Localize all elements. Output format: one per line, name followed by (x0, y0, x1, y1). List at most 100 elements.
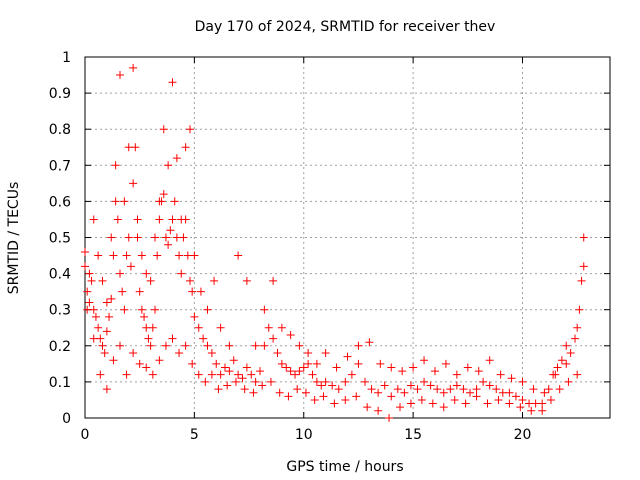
data-point (308, 370, 317, 379)
data-point (573, 370, 582, 379)
data-point (85, 298, 94, 307)
data-point (374, 406, 383, 415)
data-point (286, 330, 295, 339)
data-point (264, 323, 273, 332)
data-point (450, 395, 459, 404)
data-point (492, 385, 501, 394)
data-point (295, 367, 304, 376)
data-point (87, 276, 96, 285)
data-point (102, 385, 111, 394)
data-point (203, 341, 212, 350)
data-point (330, 399, 339, 408)
data-point (166, 226, 175, 235)
data-point (142, 269, 151, 278)
data-point (321, 349, 330, 358)
data-point (196, 287, 205, 296)
data-point (577, 276, 586, 285)
data-point (164, 161, 173, 170)
data-point (177, 269, 186, 278)
y-tick-label: 0.6 (49, 194, 71, 210)
data-point (190, 251, 199, 260)
data-point (260, 341, 269, 350)
data-point (89, 334, 98, 343)
data-point (282, 363, 291, 372)
data-point (186, 125, 194, 134)
data-point (494, 395, 503, 404)
data-point (459, 385, 468, 394)
data-point (312, 377, 321, 386)
data-point (142, 363, 151, 372)
data-point (100, 349, 109, 358)
data-point (91, 312, 100, 321)
data-point (557, 356, 566, 365)
data-point (354, 341, 363, 350)
data-point (452, 381, 461, 390)
data-point (511, 392, 520, 401)
data-point (137, 251, 146, 260)
data-point (85, 269, 94, 278)
data-point (546, 395, 555, 404)
data-point (251, 341, 260, 350)
data-point (175, 349, 184, 358)
data-point (216, 370, 225, 379)
data-point (461, 399, 470, 408)
data-point (538, 399, 547, 408)
data-point (374, 388, 383, 397)
data-point (387, 363, 396, 372)
y-tick-label: 0.1 (49, 375, 71, 391)
data-point (564, 377, 573, 386)
data-point (354, 359, 363, 368)
data-point (579, 233, 588, 242)
data-point (295, 341, 304, 350)
data-point (201, 377, 210, 386)
data-point (102, 327, 111, 336)
data-point (137, 305, 146, 314)
data-point (551, 370, 560, 379)
data-point (107, 233, 116, 242)
data-point (194, 323, 203, 332)
y-tick-label: 0.3 (49, 303, 71, 319)
data-point (332, 363, 341, 372)
data-point (181, 143, 190, 152)
data-point (266, 377, 275, 386)
data-point (122, 370, 131, 379)
data-point (94, 251, 103, 260)
data-point (148, 323, 157, 332)
data-point (105, 312, 114, 321)
data-point (299, 363, 308, 372)
data-point (118, 287, 127, 296)
data-point (120, 305, 129, 314)
data-point (406, 381, 415, 390)
data-point (409, 363, 418, 372)
data-point (249, 388, 258, 397)
data-point (144, 334, 153, 343)
data-point (575, 305, 584, 314)
data-point (102, 298, 111, 307)
data-point (212, 359, 221, 368)
data-point (269, 334, 278, 343)
data-point (363, 403, 372, 412)
data-point (98, 341, 107, 350)
data-point (518, 377, 527, 386)
data-point (529, 385, 538, 394)
data-point (385, 414, 394, 422)
data-point (433, 385, 442, 394)
data-point (124, 233, 133, 242)
data-point (417, 395, 426, 404)
data-point (124, 143, 133, 152)
data-point (428, 399, 437, 408)
data-point (116, 341, 124, 350)
data-point (426, 381, 435, 390)
data-point (441, 359, 450, 368)
data-point (396, 403, 404, 412)
data-point (474, 367, 483, 376)
data-point (207, 370, 216, 379)
data-point (544, 385, 553, 394)
data-point (304, 349, 313, 358)
data-point (446, 385, 455, 394)
data-point (452, 370, 461, 379)
data-point (94, 323, 103, 332)
data-point (133, 233, 142, 242)
data-point (111, 161, 120, 170)
